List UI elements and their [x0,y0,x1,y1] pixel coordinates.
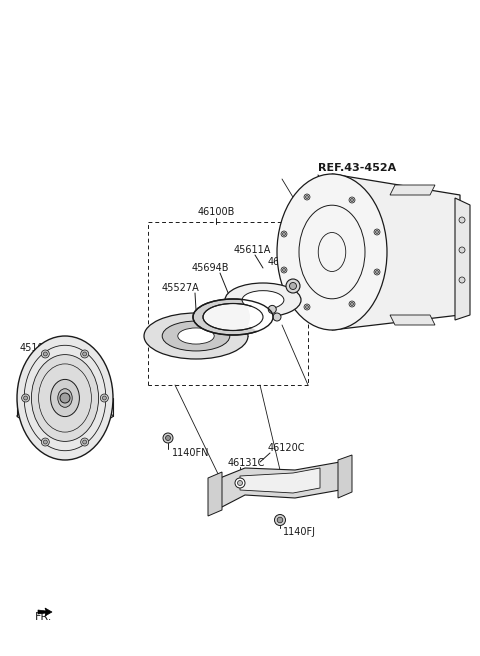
Circle shape [281,231,287,237]
Text: 46131C: 46131C [228,458,265,468]
Circle shape [41,438,49,446]
Text: REF.43-452A: REF.43-452A [318,163,396,173]
Circle shape [275,514,286,525]
Circle shape [43,352,48,356]
Circle shape [100,394,108,402]
Circle shape [83,440,87,444]
Text: 45100: 45100 [20,343,51,353]
Circle shape [166,436,170,440]
Circle shape [459,247,465,253]
Ellipse shape [31,355,98,441]
Polygon shape [455,198,470,320]
Ellipse shape [17,336,113,460]
Circle shape [277,517,283,523]
Polygon shape [240,468,320,493]
Circle shape [305,195,309,199]
Circle shape [268,306,276,314]
Circle shape [24,396,28,400]
Circle shape [235,478,245,488]
Circle shape [281,267,287,273]
Circle shape [375,230,379,234]
Circle shape [304,194,310,200]
Circle shape [273,313,281,321]
Circle shape [289,283,297,289]
Ellipse shape [162,321,230,351]
Circle shape [375,270,379,274]
Ellipse shape [225,283,301,317]
Circle shape [43,440,48,444]
Text: FR.: FR. [35,612,52,622]
Polygon shape [390,315,435,325]
Circle shape [459,277,465,283]
Circle shape [283,268,286,272]
Circle shape [60,393,70,403]
Wedge shape [248,297,274,337]
Circle shape [81,438,89,446]
Ellipse shape [178,328,214,344]
Ellipse shape [50,379,79,417]
Text: 45611A: 45611A [234,245,271,255]
Polygon shape [338,455,352,498]
Circle shape [374,229,380,235]
Text: 46100B: 46100B [197,207,235,217]
Circle shape [349,301,355,307]
Text: 1140FN: 1140FN [172,448,209,458]
Circle shape [350,302,353,306]
Circle shape [350,199,353,201]
Circle shape [238,480,242,485]
Polygon shape [38,608,52,616]
Ellipse shape [193,299,273,335]
Text: 45694B: 45694B [192,263,229,273]
Polygon shape [220,462,340,508]
Circle shape [374,269,380,275]
Text: 46120C: 46120C [268,443,305,453]
Text: 45527A: 45527A [162,283,200,293]
Ellipse shape [58,389,72,407]
Circle shape [81,350,89,358]
Text: 1140FJ: 1140FJ [283,527,316,537]
Circle shape [286,279,300,293]
Polygon shape [208,472,222,516]
Circle shape [283,232,286,236]
Text: 46130: 46130 [268,257,299,267]
Ellipse shape [277,174,387,330]
Circle shape [459,217,465,223]
Ellipse shape [144,313,248,359]
Circle shape [304,304,310,310]
Circle shape [22,394,30,402]
Circle shape [305,306,309,308]
Circle shape [163,433,173,443]
Ellipse shape [242,291,284,310]
Circle shape [102,396,107,400]
Circle shape [349,197,355,203]
Ellipse shape [203,304,263,331]
Polygon shape [332,174,460,330]
Circle shape [83,352,87,356]
Polygon shape [390,185,435,195]
Circle shape [41,350,49,358]
